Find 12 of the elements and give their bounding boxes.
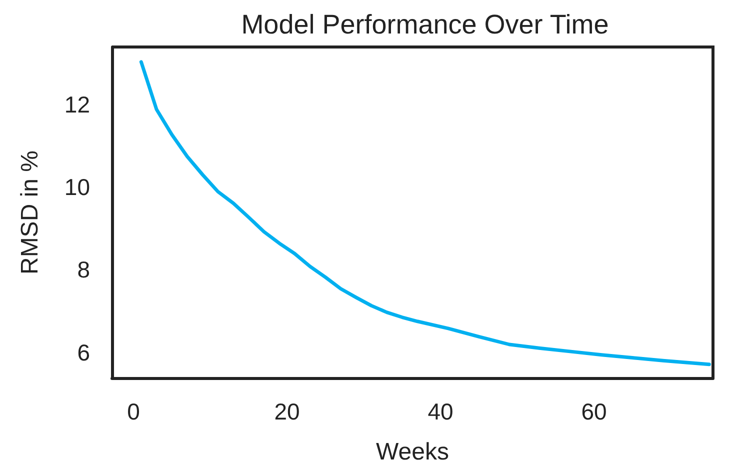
x-tick-label: 20 — [274, 398, 300, 424]
y-tick-label: 8 — [77, 256, 90, 283]
line-series — [139, 60, 711, 366]
y-axis-title: RMSD in % — [16, 150, 44, 275]
y-tick-label: 6 — [77, 339, 90, 366]
y-tick-label: 10 — [64, 174, 90, 200]
x-tick-label: 40 — [428, 398, 454, 424]
chart-title: Model Performance Over Time — [241, 10, 609, 40]
x-tick-label: 60 — [581, 398, 607, 424]
x-tick-label: 0 — [127, 398, 140, 424]
x-axis-title: Weeks — [376, 438, 449, 466]
y-tick-label: 12 — [64, 91, 90, 118]
